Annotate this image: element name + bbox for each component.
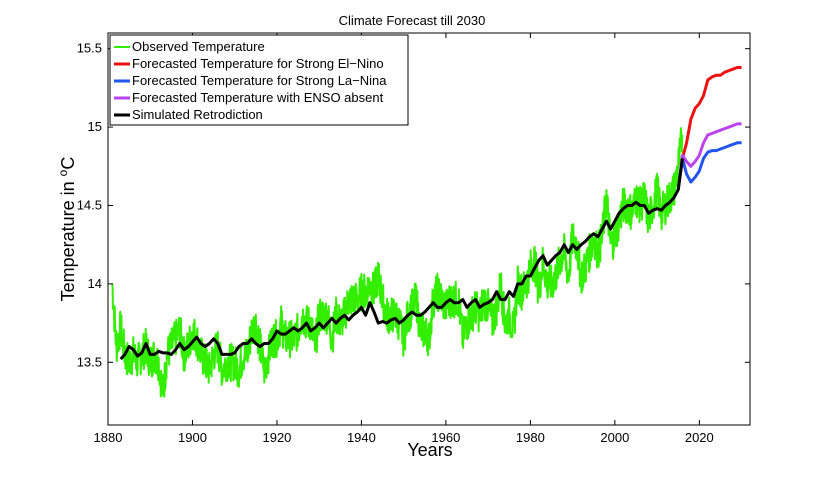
y-axis-label: Temperature in oC (56, 157, 78, 302)
y-axis-label-main: Temperature in (58, 176, 78, 301)
x-axis-label: Years (407, 440, 452, 460)
tick-layer: 1880 1900 1920 1940 1960 1980 2000 2020 13.5 14 14… (77, 33, 750, 445)
legend-label-3: Forecasted Temperature with ENSO absent (132, 90, 384, 105)
y-axis-label-unit: C (58, 157, 78, 170)
y-tick-label: 14 (88, 276, 102, 291)
x-tick-label: 1920 (262, 430, 291, 445)
plot-frame (107, 32, 751, 426)
series-layer (111, 66, 742, 398)
series-line-2 (676, 141, 742, 190)
series-line-0 (111, 127, 684, 398)
x-tick-label: 2020 (685, 430, 714, 445)
series-line-4 (119, 158, 684, 361)
legend-label-0: Observed Temperature (132, 39, 265, 54)
chart-title: Climate Forecast till 2030 (339, 13, 486, 28)
y-tick-label: 13.5 (77, 354, 102, 369)
x-tick-label: 1900 (178, 430, 207, 445)
x-tick-label: 1980 (516, 430, 545, 445)
series-line-3 (676, 122, 742, 190)
x-tick-label: 1960 (431, 430, 460, 445)
x-tick-label: 1880 (94, 430, 123, 445)
y-axis-label-sup: o (56, 169, 70, 176)
legend: Observed Temperature Forecasted Temperatu… (109, 34, 409, 126)
legend-label-1: Forecasted Temperature for Strong El−Nin… (132, 56, 384, 71)
series-line-1 (676, 66, 742, 190)
y-tick-label: 15.5 (77, 41, 102, 56)
legend-label-4: Simulated Retrodiction (132, 107, 263, 122)
y-tick-label: 15 (88, 119, 102, 134)
legend-label-2: Forecasted Temperature for Strong La−Nin… (132, 73, 387, 88)
y-tick-label: 14.5 (77, 197, 102, 212)
legend-box (109, 34, 409, 126)
x-tick-label: 2000 (600, 430, 629, 445)
x-tick-label: 1940 (347, 430, 376, 445)
